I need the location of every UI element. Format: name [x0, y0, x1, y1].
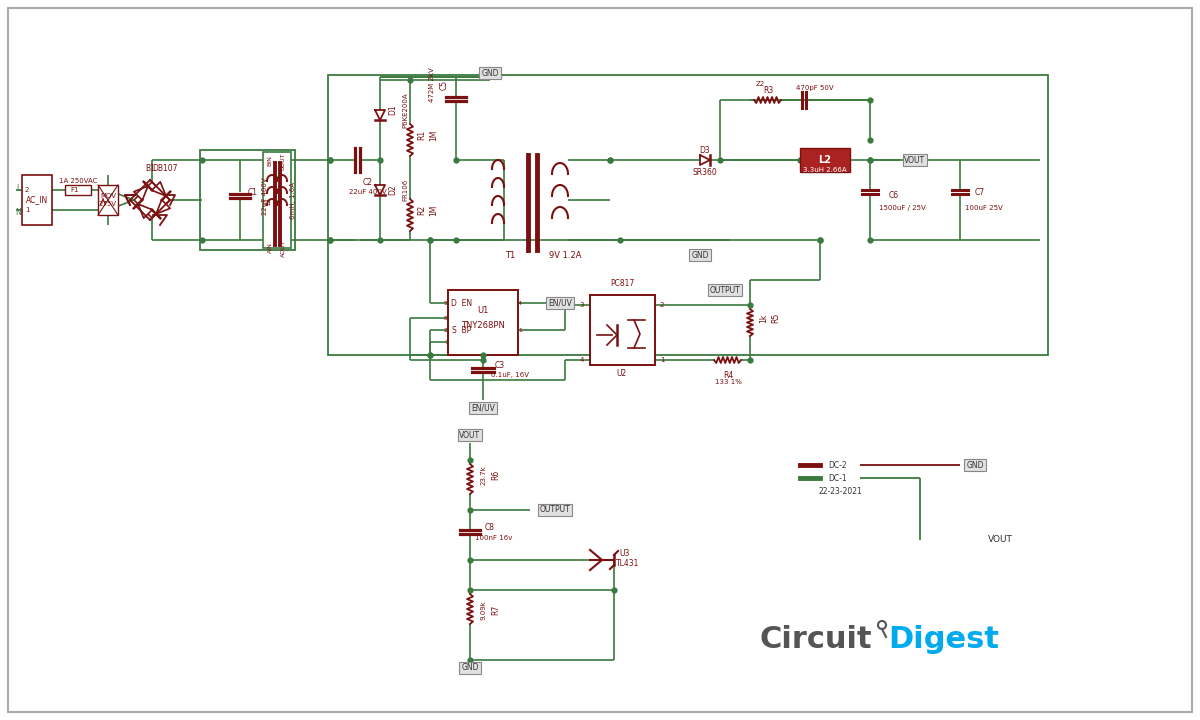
Text: OUTPUT: OUTPUT: [540, 505, 570, 515]
Text: 6mH, 1.6A: 6mH, 1.6A: [290, 181, 296, 218]
Text: L2: L2: [818, 155, 832, 165]
Text: C7: C7: [974, 187, 985, 197]
Text: 2: 2: [660, 302, 664, 308]
Text: EN/UV: EN/UV: [472, 403, 494, 413]
Text: T1: T1: [505, 251, 515, 259]
Text: 2: 2: [25, 187, 29, 193]
Text: U2: U2: [617, 369, 628, 377]
Text: VOUT: VOUT: [460, 431, 480, 439]
Text: TNY268PN: TNY268PN: [461, 320, 505, 330]
Text: 7: 7: [444, 340, 448, 344]
Bar: [263, 152, 292, 248]
Text: L: L: [16, 184, 20, 192]
Text: TL431: TL431: [617, 559, 640, 567]
Text: GND: GND: [966, 461, 984, 469]
Text: C8: C8: [485, 523, 494, 531]
Text: C6: C6: [889, 191, 899, 199]
Text: 8: 8: [444, 315, 448, 320]
Text: 100nF 16v: 100nF 16v: [475, 535, 512, 541]
Text: 133 1%: 133 1%: [714, 379, 742, 385]
Text: C3: C3: [494, 361, 505, 369]
Text: 1: 1: [25, 207, 29, 213]
Text: 1M: 1M: [430, 130, 438, 140]
Text: Z2: Z2: [755, 81, 764, 87]
Bar: [98, 185, 118, 215]
Text: GND: GND: [461, 664, 479, 672]
Text: SR360: SR360: [692, 168, 718, 176]
Text: 9V 1.2A: 9V 1.2A: [548, 251, 581, 259]
Bar: [800, 148, 850, 172]
Text: R2: R2: [418, 205, 426, 215]
Text: 23.7k: 23.7k: [481, 465, 487, 485]
Text: 275V: 275V: [100, 201, 118, 207]
Text: Circuit: Circuit: [760, 626, 872, 654]
Text: 3.3uH 2.66A: 3.3uH 2.66A: [803, 167, 847, 173]
Text: 5: 5: [444, 300, 448, 305]
Text: 1500uF / 25V: 1500uF / 25V: [878, 205, 925, 211]
Text: AC_IN: AC_IN: [26, 196, 48, 204]
Text: PC817: PC817: [610, 279, 634, 287]
Text: S  BP: S BP: [452, 325, 472, 335]
Text: 1k: 1k: [760, 313, 768, 323]
Bar: [328, 75, 1048, 355]
Text: R5: R5: [772, 313, 780, 323]
Text: R6: R6: [492, 470, 500, 480]
Text: VOUT: VOUT: [988, 536, 1013, 544]
Text: 4: 4: [518, 300, 522, 305]
Text: VOUT: VOUT: [905, 156, 925, 164]
Bar: [22, 175, 52, 225]
Text: DC-1: DC-1: [829, 474, 847, 482]
Text: U1: U1: [478, 305, 488, 315]
Text: R1: R1: [418, 130, 426, 140]
Text: F1: F1: [71, 187, 79, 193]
Text: 472M 2kV: 472M 2kV: [430, 68, 434, 102]
Text: 9.09k: 9.09k: [481, 600, 487, 620]
Bar: [65, 185, 91, 195]
Text: 470pF 50V: 470pF 50V: [796, 85, 834, 91]
Text: 3: 3: [580, 302, 584, 308]
Text: R7: R7: [492, 605, 500, 615]
Text: BIN: BIN: [268, 156, 272, 166]
Text: MOV: MOV: [100, 193, 116, 199]
Text: EN/UV: EN/UV: [548, 299, 572, 307]
Text: 1M: 1M: [430, 204, 438, 216]
Text: 100uF 25V: 100uF 25V: [965, 205, 1003, 211]
Text: OUTPUT: OUTPUT: [709, 286, 740, 294]
Text: L1: L1: [264, 196, 272, 204]
Text: C1: C1: [248, 187, 258, 197]
Text: D2: D2: [389, 185, 397, 195]
Text: R4: R4: [722, 371, 733, 379]
Text: U3: U3: [620, 549, 630, 557]
Text: 2: 2: [444, 328, 448, 333]
Text: D3: D3: [700, 145, 710, 155]
Text: R3: R3: [763, 86, 773, 94]
Text: C5: C5: [439, 80, 449, 90]
Text: D1: D1: [389, 104, 397, 115]
Text: DC-2: DC-2: [829, 461, 847, 469]
Text: DB107: DB107: [152, 163, 178, 173]
Text: 1: 1: [660, 357, 665, 363]
Text: C2: C2: [364, 178, 373, 186]
Text: 22uF 400V: 22uF 400V: [349, 189, 386, 195]
Bar: [448, 290, 518, 355]
Text: P6KE200A: P6KE200A: [402, 92, 408, 128]
Text: AOUT: AOUT: [281, 239, 286, 257]
Text: 22uF 400V: 22uF 400V: [262, 177, 268, 215]
Text: 22-23-2021: 22-23-2021: [818, 487, 862, 495]
Text: 4: 4: [580, 357, 584, 363]
Text: FR106: FR106: [402, 179, 408, 201]
Text: 1: 1: [518, 328, 522, 333]
Text: Digest: Digest: [888, 626, 998, 654]
Bar: [590, 295, 655, 365]
Text: 1A 250VAC: 1A 250VAC: [59, 178, 97, 184]
Text: N: N: [16, 207, 20, 217]
Text: B1: B1: [145, 163, 155, 173]
Bar: [200, 150, 295, 250]
Text: D  EN: D EN: [451, 299, 473, 307]
Text: GND: GND: [691, 251, 709, 259]
Text: GND: GND: [481, 68, 499, 78]
Text: BOUT: BOUT: [281, 152, 286, 170]
Text: AIN: AIN: [268, 243, 272, 253]
Text: 0.1uF, 16V: 0.1uF, 16V: [491, 372, 529, 378]
